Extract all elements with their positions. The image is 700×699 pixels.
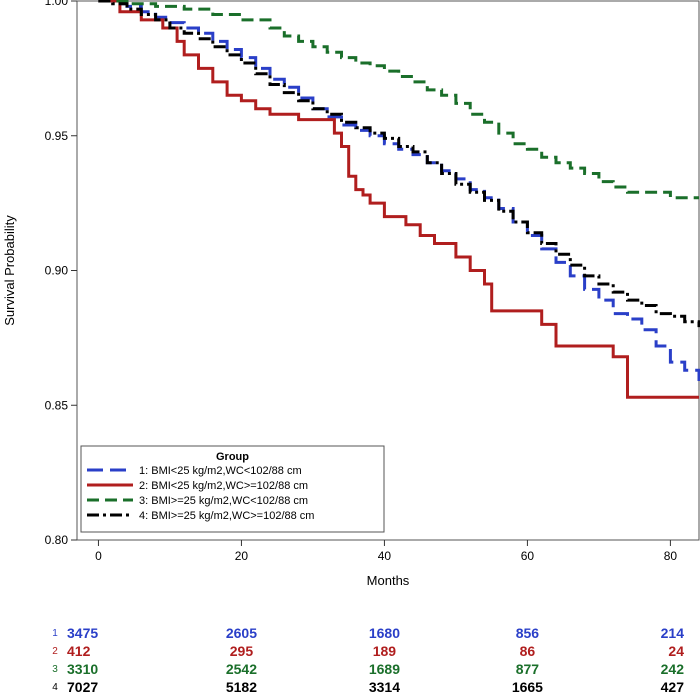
x-tick-label: 60 (521, 549, 535, 563)
risk-value: 412 (67, 643, 91, 659)
risk-value: 3310 (67, 661, 98, 677)
series-lines (98, 0, 700, 399)
y-tick-label: 0.80 (45, 533, 69, 547)
x-axis-title: Months (367, 573, 410, 588)
risk-value: 189 (373, 643, 397, 659)
risk-value: 3475 (67, 625, 98, 641)
risk-value: 86 (520, 643, 536, 659)
risk-value: 1665 (512, 679, 543, 695)
risk-value: 877 (516, 661, 540, 677)
legend-entry-1: 1: BMI<25 kg/m2,WC<102/88 cm (139, 465, 302, 477)
risk-value: 1680 (369, 625, 400, 641)
legend-box (80, 445, 385, 533)
x-tick-label: 80 (664, 549, 678, 563)
y-tick-label: 0.85 (45, 398, 69, 412)
risk-value: 5182 (226, 679, 257, 695)
legend-entry-3: 3: BMI>=25 kg/m2,WC<102/88 cm (139, 495, 308, 507)
risk-row-label-1: 1 (52, 628, 58, 639)
risk-value: 7027 (67, 679, 98, 695)
series-line-3 (98, 0, 699, 200)
risk-value: 1689 (369, 661, 400, 677)
y-axis-title: Survival Probability (2, 215, 17, 326)
risk-value: 2542 (226, 661, 257, 677)
axes: 0.80 0.85 0.90 0.95 1.00 0 20 40 60 80 Months Survi… (2, 0, 677, 588)
risk-value: 242 (661, 661, 685, 677)
risk-value: 24 (668, 643, 684, 659)
risk-row-label-4: 4 (52, 682, 58, 693)
legend: Group 1: BMI<25 kg/m2,WC<102/88 cm 2: BMI<… (80, 445, 385, 533)
legend-entry-2: 2: BMI<25 kg/m2,WC>=102/88 cm (139, 480, 308, 492)
risk-value: 3314 (369, 679, 400, 695)
y-tick-label: 0.95 (45, 129, 69, 143)
y-tick-label: 0.90 (45, 264, 69, 278)
x-tick-label: 40 (378, 549, 392, 563)
risk-value: 427 (661, 679, 685, 695)
risk-row-label-2: 2 (52, 646, 58, 657)
risk-value: 856 (516, 625, 540, 641)
risk-value: 2605 (226, 625, 257, 641)
legend-entry-4: 4: BMI>=25 kg/m2,WC>=102/88 cm (139, 510, 314, 522)
x-tick-label: 20 (235, 549, 249, 563)
legend-title: Group (216, 451, 249, 463)
risk-table: 1 3475 2605 1680 856 214 2 412 295 189 86 24 3 3310 25… (52, 625, 684, 695)
series-line-2 (98, 0, 699, 399)
risk-value: 295 (230, 643, 254, 659)
series-line-4 (98, 0, 700, 328)
risk-row-label-3: 3 (52, 664, 58, 675)
series-line-1 (98, 0, 700, 381)
risk-value: 214 (661, 625, 685, 641)
y-tick-label: 1.00 (45, 0, 69, 8)
x-tick-label: 0 (95, 549, 102, 563)
